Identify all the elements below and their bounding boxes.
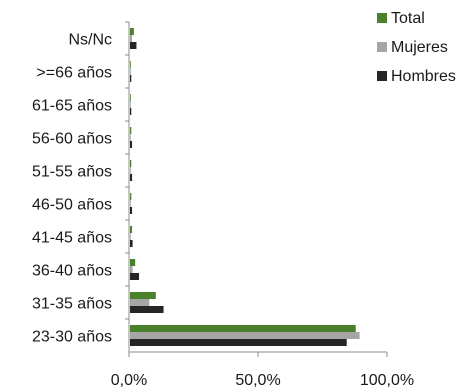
category-label: 56-60 años [32, 131, 112, 148]
bar-total-5 [130, 160, 132, 167]
bar-hombres-9 [130, 42, 137, 49]
bar-total-6 [130, 127, 132, 134]
bar-total-0 [130, 325, 356, 332]
legend-swatch-hombres [377, 71, 387, 81]
bar-mujeres-2 [130, 266, 133, 273]
bar-hombres-1 [130, 306, 164, 313]
category-label: 41-45 años [32, 230, 112, 247]
bar-mujeres-4 [130, 200, 131, 207]
bar-mujeres-8 [130, 68, 131, 75]
x-tick-label: 100,0% [360, 372, 414, 389]
legend-label-hombres: Hombres [391, 68, 456, 85]
legend-label-total: Total [391, 10, 425, 27]
axis-layer [125, 21, 388, 357]
bar-mujeres-5 [130, 167, 131, 174]
bar-total-8 [130, 61, 131, 68]
bar-mujeres-1 [130, 299, 150, 306]
bar-hombres-6 [130, 141, 133, 148]
bar-mujeres-6 [130, 134, 131, 141]
bar-mujeres-0 [130, 332, 360, 339]
bar-total-9 [130, 28, 134, 35]
bar-total-3 [130, 226, 133, 233]
category-label: 46-50 años [32, 197, 112, 214]
bar-hombres-2 [130, 273, 140, 280]
category-label: Ns/Nc [68, 32, 112, 49]
x-tick-label: 50,0% [235, 372, 280, 389]
category-label: >=66 años [36, 65, 112, 82]
category-label: 36-40 años [32, 263, 112, 280]
bar-hombres-8 [130, 75, 132, 82]
bar-hombres-3 [130, 240, 133, 247]
bar-hombres-0 [130, 339, 347, 346]
bar-total-7 [130, 94, 131, 101]
bar-mujeres-9 [130, 35, 133, 42]
category-label: 51-55 años [32, 164, 112, 181]
category-label: 23-30 años [32, 329, 112, 346]
category-labels: 23-30 años 31-35 años 36-40 años 41-45 años… [32, 32, 112, 346]
bar-hombres-5 [130, 174, 133, 181]
legend: Total Mujeres Hombres [377, 10, 456, 85]
category-label: 61-65 años [32, 98, 112, 115]
bar-hombres-4 [130, 207, 133, 214]
legend-swatch-mujeres [377, 42, 387, 52]
bar-hombres-7 [130, 108, 132, 115]
bar-total-1 [130, 292, 156, 299]
category-label: 31-35 años [32, 296, 112, 313]
bar-mujeres-3 [130, 233, 131, 240]
legend-swatch-total [377, 13, 387, 23]
bar-total-2 [130, 259, 136, 266]
bar-total-4 [130, 193, 132, 200]
bars-layer [130, 28, 360, 346]
bar-mujeres-7 [130, 101, 131, 108]
x-tick-label: 0,0% [111, 372, 147, 389]
tick-labels: 0,0% 50,0% 100,0% [111, 372, 414, 389]
legend-label-mujeres: Mujeres [391, 39, 448, 56]
